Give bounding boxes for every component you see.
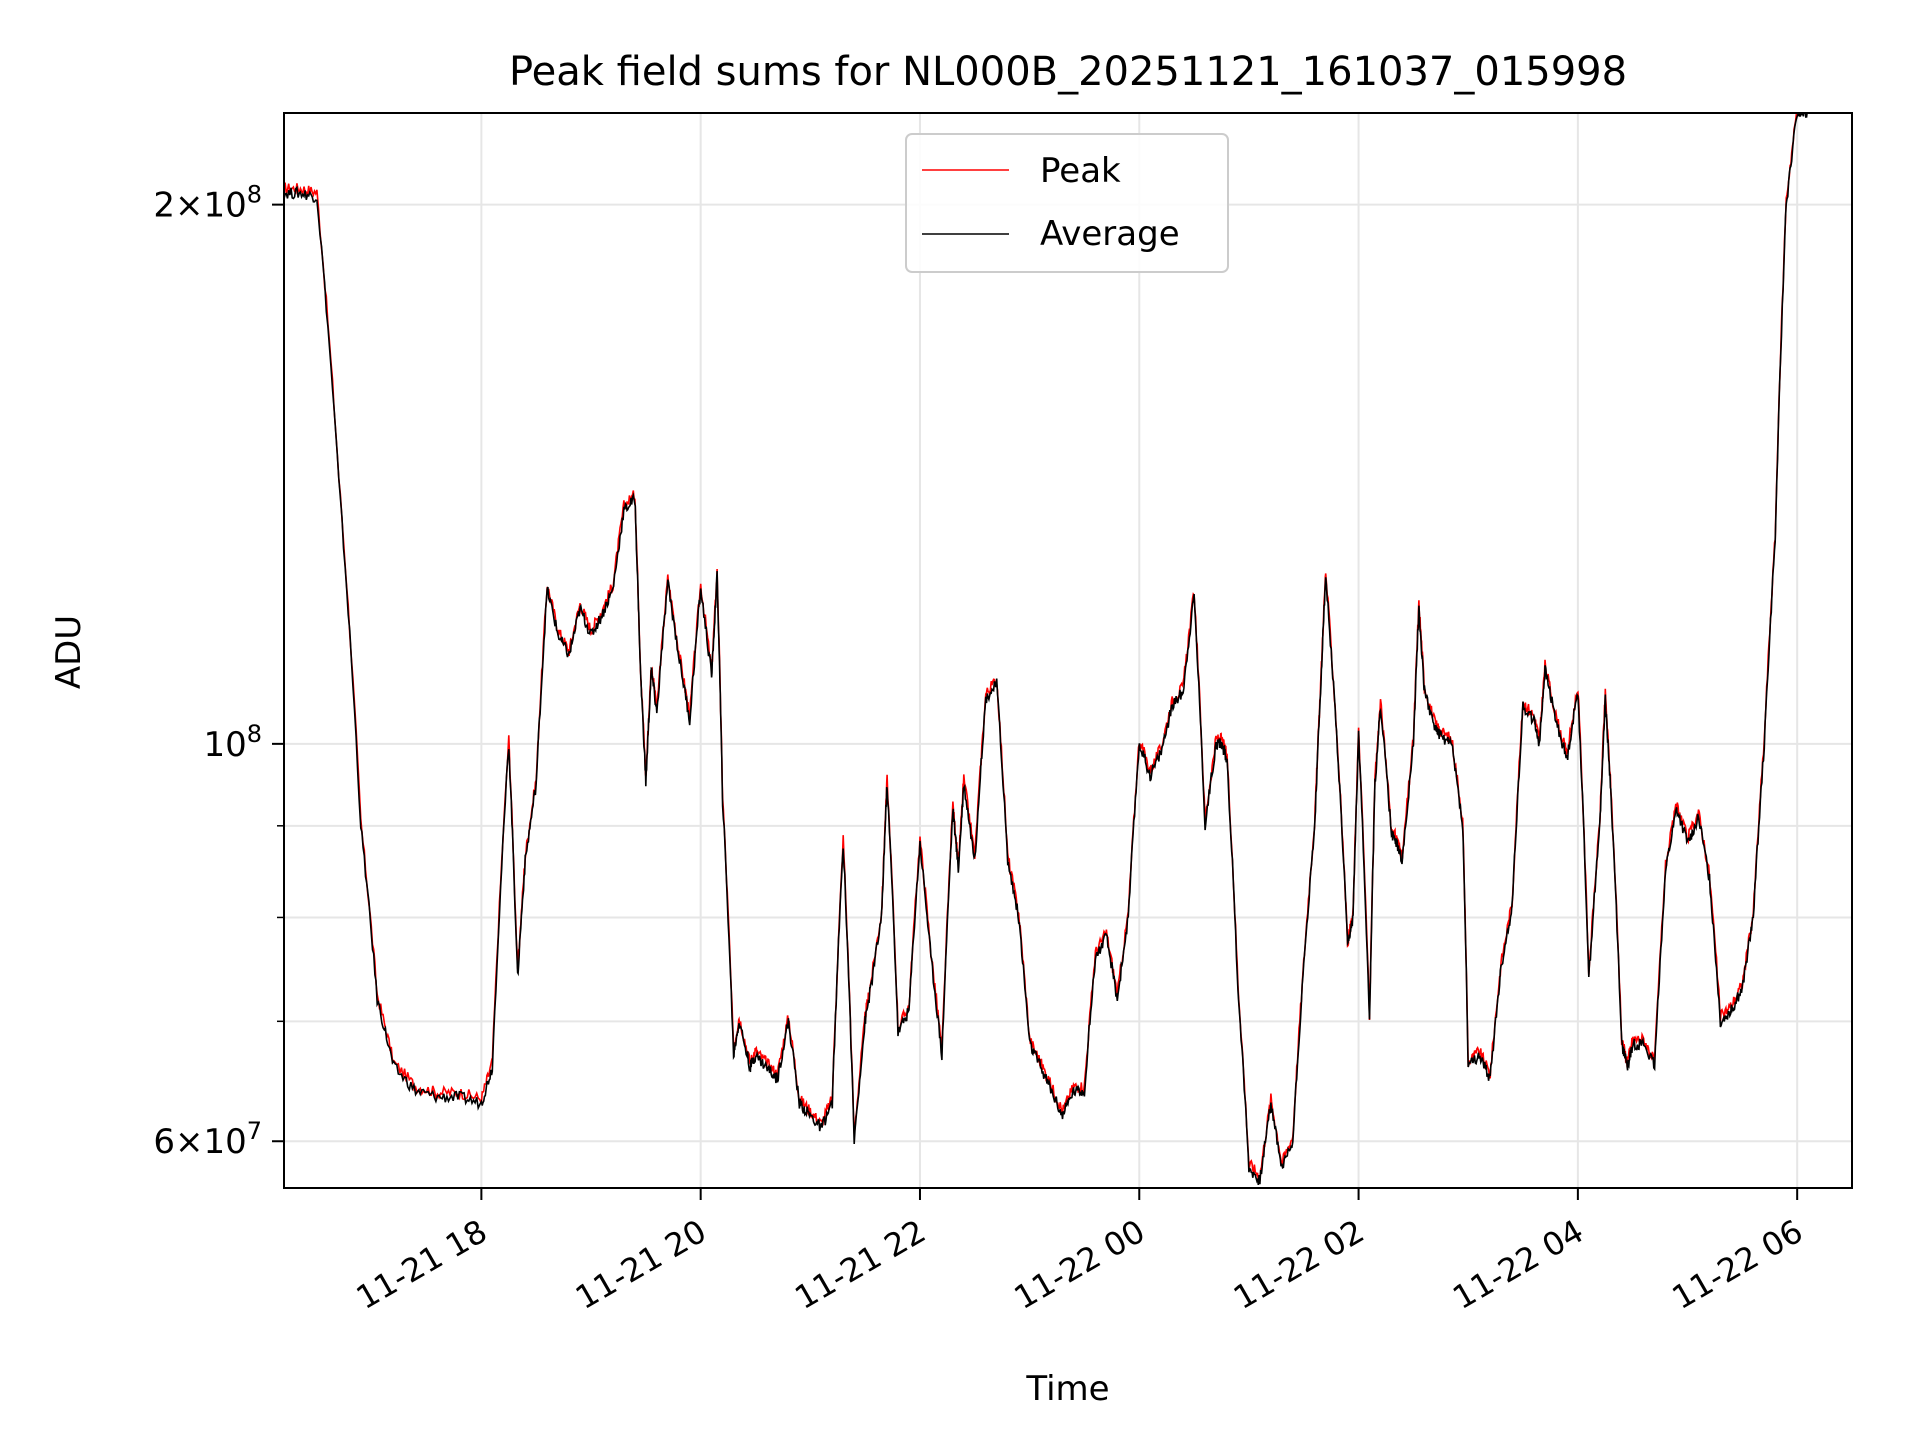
y-axis-label: ADU — [49, 615, 89, 689]
y-axis-ticks: 6×107 108 2×108 — [153, 181, 284, 1162]
y-tick-label: 108 — [203, 720, 262, 765]
y-tick-label: 6×107 — [153, 1117, 262, 1162]
y-tick-label: 2×108 — [153, 181, 262, 226]
x-axis-label: Time — [1025, 1369, 1109, 1409]
series-line-average — [284, 113, 1808, 1185]
series-layer — [284, 113, 1808, 1185]
legend-box — [905, 133, 1229, 273]
plot-frame — [283, 112, 1853, 1189]
legend-label-peak: Peak — [1040, 151, 1121, 191]
chart-title: Peak field sums for NL000B_20251121_1610… — [509, 49, 1627, 95]
legend: Peak Average — [905, 133, 1229, 273]
legend-label-average: Average — [1040, 214, 1180, 254]
